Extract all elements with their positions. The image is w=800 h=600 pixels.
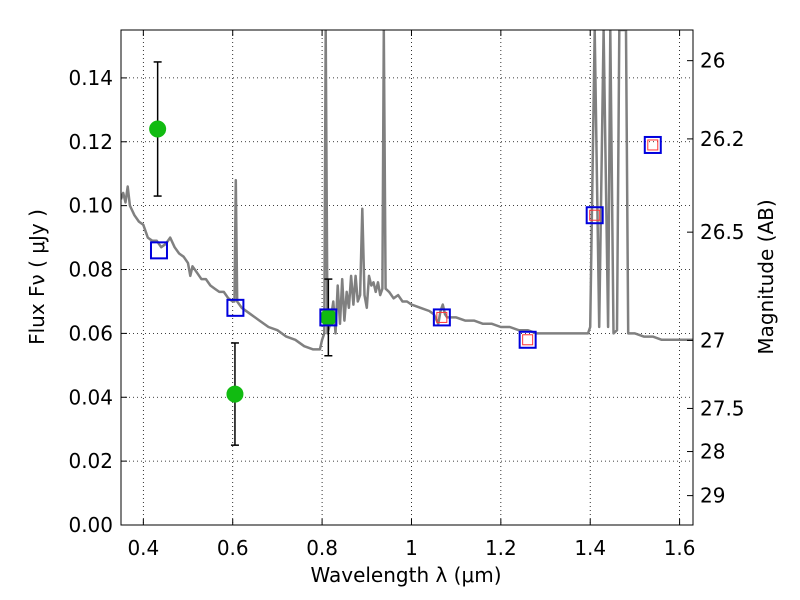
- y-right-tick-label: 29: [700, 484, 725, 508]
- observed-point: [319, 308, 337, 326]
- y-tick-label: 0.04: [68, 385, 113, 409]
- x-tick-label: 1.4: [574, 536, 606, 560]
- y-tick-label: 0.12: [68, 130, 113, 154]
- y-right-tick-label: 27.5: [700, 396, 745, 420]
- y-tick-label: 0.08: [68, 258, 113, 282]
- y-tick-label: 0.14: [68, 66, 113, 90]
- y-right-tick-label: 26.5: [700, 220, 745, 244]
- y-right-tick-label: 26.2: [700, 127, 745, 151]
- axis-ticks: [121, 30, 693, 526]
- x-tick-label: 1.6: [664, 536, 696, 560]
- model-square-inner: [436, 311, 448, 323]
- x-tick-label: 0.6: [217, 536, 249, 560]
- model-square-inner: [647, 139, 659, 151]
- y-right-tick-label: 26: [700, 49, 725, 73]
- model-square: [149, 241, 168, 260]
- y-axis-label: Flux Fν ( μJy ): [25, 209, 49, 345]
- model-square: [226, 298, 245, 317]
- x-axis-label: Wavelength λ (μm): [310, 563, 501, 587]
- observed-point: [149, 120, 167, 138]
- model-square-inner: [589, 209, 601, 221]
- model-square: [585, 206, 604, 225]
- y-tick-label: 0.10: [68, 194, 113, 218]
- spectrum-line: [121, 30, 693, 351]
- x-tick-label: 0.8: [306, 536, 338, 560]
- plot-area: [121, 30, 693, 446]
- tick-labels: 0.4 0.6 0.8 1 1.2 1.4 1.6 0.00 0.02 0.04 0.06 0.08 0…: [68, 49, 744, 560]
- model-square: [432, 308, 451, 327]
- y-right-tick-label: 28: [700, 440, 725, 464]
- x-tick-label: 0.4: [127, 536, 159, 560]
- model-square: [643, 135, 662, 154]
- y-right-tick-label: 27: [700, 328, 725, 352]
- plot-frame: [120, 29, 694, 526]
- model-square: [319, 308, 338, 327]
- y-right-axis-label: Magnitude (AB): [754, 199, 778, 354]
- y-tick-label: 0.06: [68, 321, 113, 345]
- y-tick-label: 0.02: [68, 449, 113, 473]
- model-square: [518, 330, 537, 349]
- x-tick-label: 1: [405, 536, 418, 560]
- y-tick-label: 0.00: [68, 513, 113, 537]
- x-tick-label: 1.2: [485, 536, 517, 560]
- observed-point: [226, 385, 244, 403]
- model-square-inner: [522, 334, 534, 346]
